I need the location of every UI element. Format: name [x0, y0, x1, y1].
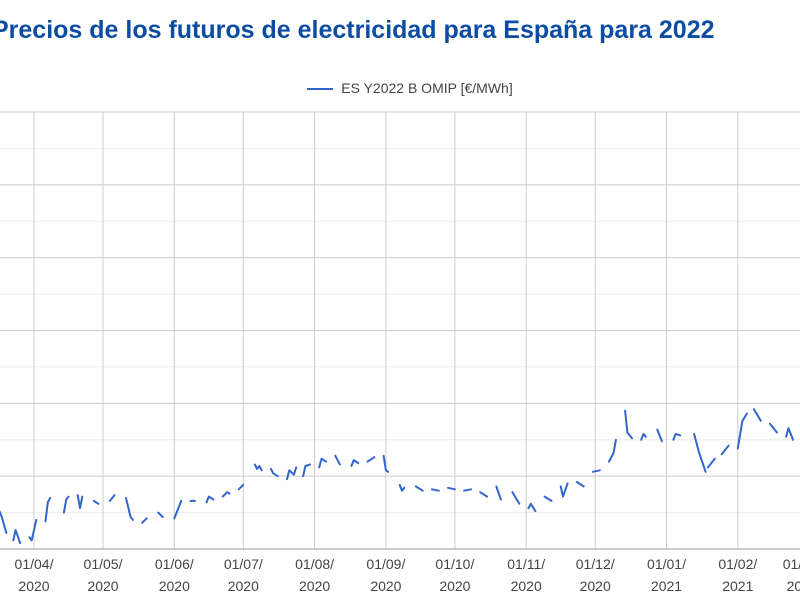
legend: ES Y2022 B OMIP [€/MWh]	[0, 80, 800, 96]
series-line-segment	[656, 428, 663, 443]
series-line-segment	[479, 491, 489, 498]
x-tick-label: 01/02/	[718, 556, 757, 572]
series-line-segment	[157, 511, 164, 518]
series-line-segment	[0, 509, 8, 534]
x-tick-label: 01/06/	[155, 556, 194, 572]
legend-swatch	[307, 88, 334, 91]
series-line-segment	[108, 494, 116, 502]
x-tick-label-year: 2020	[511, 578, 542, 594]
legend-label: ES Y2022 B OMIP [€/MWh]	[341, 80, 513, 96]
series-line-segment	[318, 457, 328, 469]
series-line-segment	[205, 495, 215, 504]
series-line-segment	[543, 495, 553, 502]
series-line-segment	[334, 454, 341, 466]
x-tick-label: 01/03/	[783, 556, 800, 572]
series-line-segment	[463, 488, 472, 492]
series-line-segment	[447, 486, 456, 491]
series-line-segment	[736, 412, 748, 450]
series-line-segment	[430, 488, 440, 492]
series-line-segment	[672, 432, 682, 441]
series-line-segment	[253, 463, 263, 472]
series-line-segment	[173, 499, 183, 520]
series-line-segment	[141, 517, 148, 524]
series-line-segment	[286, 466, 298, 481]
series-line-segment	[28, 518, 38, 542]
x-tick-label: 01/12/	[576, 556, 615, 572]
series-line-segment	[76, 494, 84, 510]
x-tick-label: 01/08/	[295, 556, 334, 572]
x-tick-label: 01/01/	[647, 556, 686, 572]
x-tick-label: 01/11/	[507, 556, 545, 572]
series-line-segment	[693, 432, 707, 473]
x-tick-label: 01/07/	[224, 556, 263, 572]
series-line-segment	[269, 467, 279, 478]
x-tick-label-year: 2021	[787, 578, 800, 594]
series-line-segment	[591, 469, 601, 473]
x-tick-label-year: 2020	[439, 578, 470, 594]
series-line-segment	[92, 499, 100, 505]
series-line-segment	[769, 422, 778, 434]
x-tick-label-year: 2020	[87, 578, 118, 594]
x-tick-label-year: 2020	[580, 578, 611, 594]
series-line-segment	[495, 485, 502, 501]
x-tick-label: 01/04/	[15, 556, 54, 572]
series-line-segment	[785, 427, 794, 441]
series-line-segment	[575, 481, 585, 488]
series-line-segment	[125, 497, 134, 521]
series-line-segment	[398, 483, 406, 492]
series-line-segment	[640, 432, 647, 441]
series-line-segment	[350, 459, 360, 467]
series-line-segment	[527, 502, 537, 513]
series-line-segment	[624, 409, 633, 440]
series-line-segment	[237, 483, 245, 491]
series-line-segment	[608, 438, 617, 463]
series-line-segment	[221, 491, 231, 498]
series-line-segment	[414, 485, 424, 492]
x-tick-label-year: 2021	[651, 578, 682, 594]
series-line-segment	[62, 495, 70, 514]
series-line-segment	[511, 491, 521, 505]
x-tick-label: 01/05/	[84, 556, 123, 572]
series-line-segment	[559, 482, 569, 498]
x-tick-label-year: 2020	[370, 578, 401, 594]
x-tick-label-year: 2020	[159, 578, 190, 594]
x-tick-label: 01/09/	[366, 556, 405, 572]
series-line-segment	[302, 463, 311, 478]
series-line-segment	[12, 529, 22, 545]
series-line-segment	[382, 454, 390, 473]
x-tick-label-year: 2020	[299, 578, 330, 594]
x-tick-label-year: 2020	[18, 578, 49, 594]
series-line-segment	[44, 497, 52, 523]
series-line-segment	[366, 456, 376, 463]
x-tick-label-year: 2021	[722, 578, 753, 594]
x-tick-label-year: 2020	[228, 578, 259, 594]
x-tick-label: 01/10/	[435, 556, 474, 572]
series-line-segment	[720, 444, 730, 456]
series-line-segment	[752, 408, 762, 422]
chart-title: Precios de los futuros de electricidad p…	[0, 16, 715, 44]
series-line-segment	[706, 457, 716, 469]
